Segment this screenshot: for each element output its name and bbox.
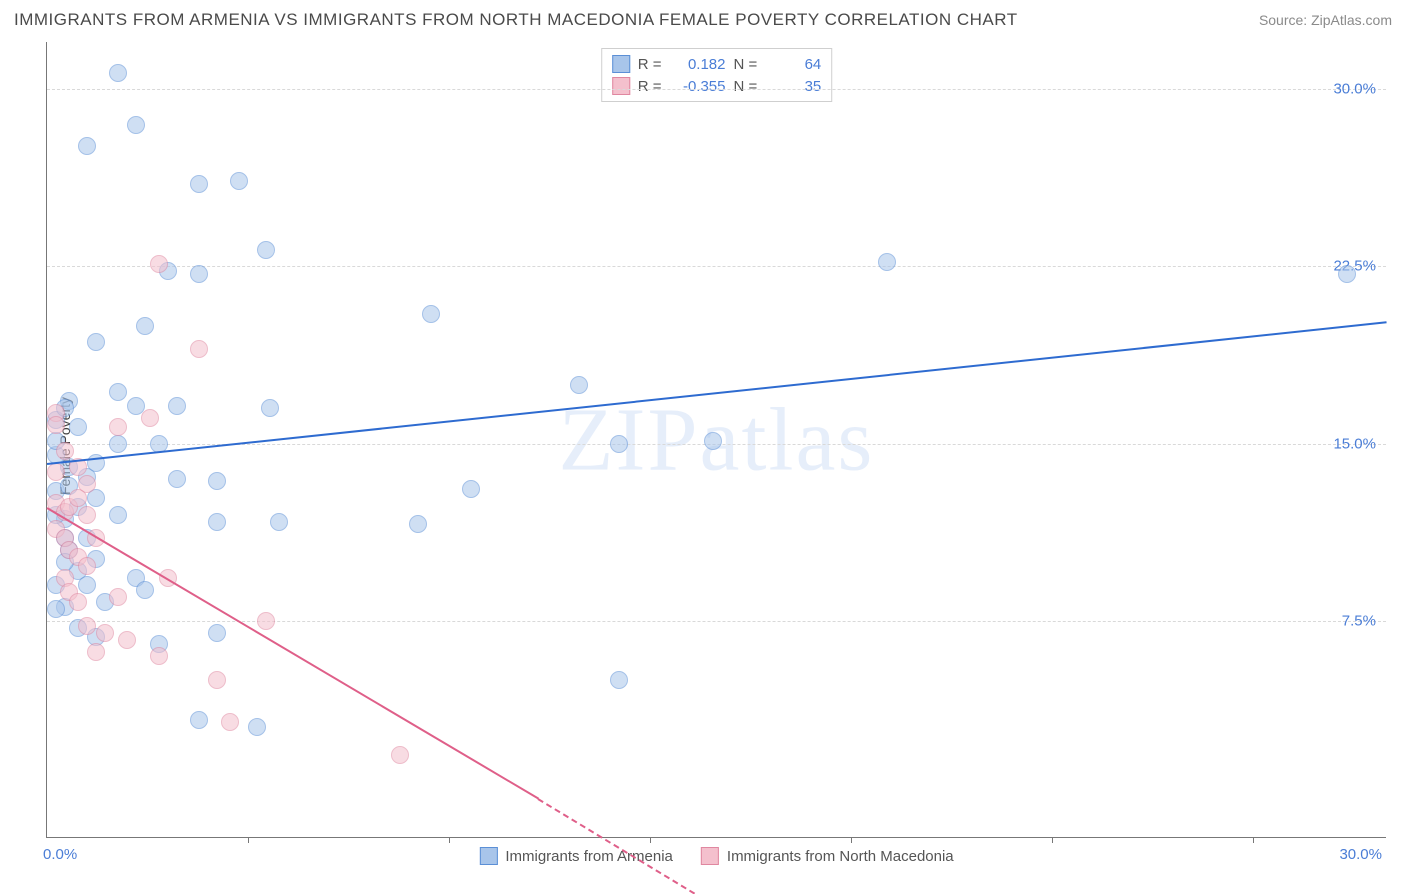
scatter-point-macedonia xyxy=(109,418,127,436)
x-tick-mark xyxy=(650,837,651,843)
r-label: R = xyxy=(638,56,662,73)
legend-label-armenia: Immigrants from Armenia xyxy=(505,848,673,865)
swatch-armenia xyxy=(612,55,630,73)
scatter-point-macedonia xyxy=(221,713,239,731)
scatter-point-macedonia xyxy=(69,593,87,611)
scatter-point-armenia xyxy=(462,480,480,498)
scatter-point-armenia xyxy=(109,506,127,524)
scatter-point-armenia xyxy=(610,435,628,453)
scatter-point-macedonia xyxy=(257,612,275,630)
trend-line xyxy=(46,508,538,800)
scatter-point-macedonia xyxy=(118,631,136,649)
scatter-point-armenia xyxy=(190,265,208,283)
y-tick-label: 7.5% xyxy=(1342,612,1376,629)
scatter-point-armenia xyxy=(257,241,275,259)
scatter-point-armenia xyxy=(168,397,186,415)
grid-line-h xyxy=(47,266,1386,267)
scatter-point-armenia xyxy=(190,711,208,729)
scatter-point-armenia xyxy=(610,671,628,689)
scatter-point-macedonia xyxy=(47,416,65,434)
x-tick-mark xyxy=(1253,837,1254,843)
scatter-point-macedonia xyxy=(190,340,208,358)
scatter-point-macedonia xyxy=(96,624,114,642)
n-label: N = xyxy=(734,78,758,95)
grid-line-h xyxy=(47,621,1386,622)
x-axis-min-label: 0.0% xyxy=(43,846,77,863)
scatter-point-macedonia xyxy=(69,489,87,507)
scatter-point-armenia xyxy=(190,175,208,193)
scatter-point-armenia xyxy=(208,624,226,642)
scatter-point-armenia xyxy=(409,515,427,533)
scatter-point-armenia xyxy=(87,333,105,351)
scatter-point-armenia xyxy=(878,253,896,271)
r-label: R = xyxy=(638,78,662,95)
scatter-point-armenia xyxy=(47,600,65,618)
stats-row-macedonia: R = -0.355 N = 35 xyxy=(612,75,822,97)
grid-line-h xyxy=(47,89,1386,90)
scatter-point-armenia xyxy=(78,137,96,155)
y-tick-label: 30.0% xyxy=(1333,81,1376,98)
n-value-armenia: 64 xyxy=(765,56,821,73)
x-tick-mark xyxy=(248,837,249,843)
x-axis-max-label: 30.0% xyxy=(1339,846,1382,863)
scatter-point-armenia xyxy=(136,581,154,599)
scatter-point-armenia xyxy=(109,64,127,82)
legend-swatch-armenia xyxy=(479,847,497,865)
scatter-point-macedonia xyxy=(150,255,168,273)
scatter-point-macedonia xyxy=(78,557,96,575)
scatter-point-armenia xyxy=(570,376,588,394)
n-value-macedonia: 35 xyxy=(765,78,821,95)
n-label: N = xyxy=(734,56,758,73)
scatter-point-macedonia xyxy=(109,588,127,606)
scatter-point-macedonia xyxy=(78,506,96,524)
scatter-point-armenia xyxy=(704,432,722,450)
legend-swatch-macedonia xyxy=(701,847,719,865)
scatter-point-macedonia xyxy=(141,409,159,427)
scatter-point-armenia xyxy=(127,116,145,134)
scatter-point-armenia xyxy=(248,718,266,736)
scatter-point-macedonia xyxy=(208,671,226,689)
y-tick-label: 15.0% xyxy=(1333,435,1376,452)
scatter-point-armenia xyxy=(270,513,288,531)
scatter-point-armenia xyxy=(109,435,127,453)
correlation-stats-box: R = 0.182 N = 64 R = -0.355 N = 35 xyxy=(601,48,833,102)
scatter-point-armenia xyxy=(109,383,127,401)
scatter-point-armenia xyxy=(136,317,154,335)
x-tick-mark xyxy=(449,837,450,843)
r-value-macedonia: -0.355 xyxy=(670,78,726,95)
scatter-point-armenia xyxy=(422,305,440,323)
scatter-point-macedonia xyxy=(47,463,65,481)
scatter-point-armenia xyxy=(230,172,248,190)
x-tick-mark xyxy=(851,837,852,843)
x-tick-mark xyxy=(1052,837,1053,843)
stats-row-armenia: R = 0.182 N = 64 xyxy=(612,53,822,75)
scatter-point-macedonia xyxy=(78,617,96,635)
source-label: Source: ZipAtlas.com xyxy=(1259,12,1392,28)
legend-item-macedonia: Immigrants from North Macedonia xyxy=(701,847,954,865)
scatter-point-macedonia xyxy=(56,442,74,460)
scatter-point-armenia xyxy=(168,470,186,488)
scatter-point-armenia xyxy=(69,418,87,436)
scatter-point-armenia xyxy=(261,399,279,417)
scatter-point-macedonia xyxy=(150,647,168,665)
scatter-point-armenia xyxy=(1338,265,1356,283)
scatter-point-armenia xyxy=(208,472,226,490)
chart-title: IMMIGRANTS FROM ARMENIA VS IMMIGRANTS FR… xyxy=(14,10,1018,30)
plot-area: ZIPatlas R = 0.182 N = 64 R = -0.355 N =… xyxy=(46,42,1386,838)
scatter-point-armenia xyxy=(208,513,226,531)
r-value-armenia: 0.182 xyxy=(670,56,726,73)
legend: Immigrants from Armenia Immigrants from … xyxy=(479,847,953,865)
scatter-point-macedonia xyxy=(87,643,105,661)
swatch-macedonia xyxy=(612,77,630,95)
scatter-point-armenia xyxy=(78,576,96,594)
scatter-point-macedonia xyxy=(391,746,409,764)
legend-label-macedonia: Immigrants from North Macedonia xyxy=(727,848,954,865)
